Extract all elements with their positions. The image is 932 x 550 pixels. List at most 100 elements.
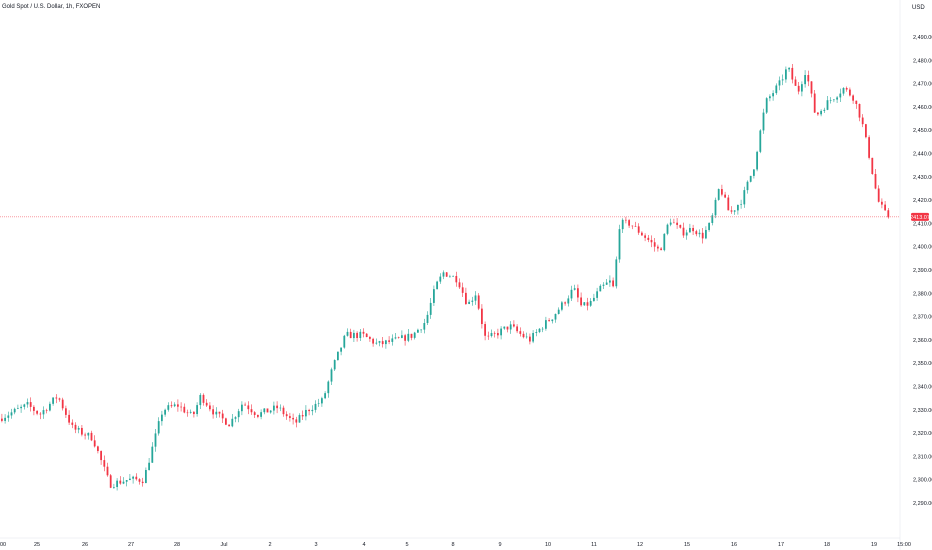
- candle-body: [397, 337, 400, 338]
- candle-body: [132, 476, 134, 479]
- candle-body: [839, 93, 842, 98]
- candle-body: [84, 434, 86, 436]
- candle-body: [564, 302, 566, 304]
- candle-body: [173, 404, 176, 407]
- candle-body: [669, 222, 672, 225]
- price-tick-label: 2,420.00: [913, 198, 932, 204]
- candle-body: [474, 295, 477, 301]
- candle-body: [343, 335, 346, 348]
- candle-body: [737, 205, 739, 211]
- candle-body: [202, 394, 205, 403]
- price-tick-label: 2,310.00: [913, 454, 932, 460]
- candle-body: [225, 418, 227, 425]
- candle-body: [685, 232, 688, 236]
- candle-body: [180, 406, 182, 408]
- price-tick-label: 2,490.00: [913, 35, 932, 41]
- candle-body: [852, 95, 854, 101]
- candle-body: [417, 329, 419, 333]
- candle-body: [407, 333, 410, 341]
- candle-body: [762, 112, 765, 131]
- candle-body: [74, 424, 77, 430]
- time-tick-label: 26: [82, 542, 88, 548]
- candle-body: [436, 281, 438, 290]
- current-price-tag: 2413.07: [910, 212, 930, 221]
- time-axis[interactable]: 00 25 26 27 28 Jul 2 3 4 5 8 9 10 11 12 15 16 17 18 19 15:00: [0, 542, 911, 548]
- time-tick-label: 12: [637, 542, 643, 548]
- candle-body: [55, 397, 58, 399]
- candle-body: [529, 336, 531, 342]
- candle-body: [817, 112, 819, 115]
- candle-body: [596, 291, 598, 298]
- candle-body: [689, 227, 691, 233]
- candle-body: [481, 308, 483, 325]
- candle-body: [205, 402, 208, 406]
- candle-body: [93, 440, 96, 447]
- candle-body: [103, 460, 106, 467]
- candle-body: [362, 331, 365, 334]
- candle-body: [314, 403, 317, 410]
- candle-body: [858, 103, 861, 118]
- candle-body: [257, 414, 259, 417]
- candle-body: [717, 189, 720, 200]
- candle-body: [749, 175, 752, 182]
- time-tick-label: 3: [314, 542, 317, 548]
- time-tick-label: 11: [591, 542, 597, 548]
- candle-body: [349, 331, 352, 339]
- candle-body: [301, 415, 304, 417]
- candle-body: [20, 406, 22, 409]
- candle-body: [513, 324, 515, 327]
- candle-body: [365, 333, 368, 337]
- candle-body: [129, 478, 131, 481]
- candle-body: [183, 406, 186, 413]
- candle-body: [289, 416, 291, 418]
- price-tick-label: 2,300.00: [913, 478, 932, 484]
- candle-body: [282, 407, 285, 415]
- candle-body: [727, 197, 730, 211]
- candle-body: [327, 381, 330, 394]
- candle-body: [679, 224, 682, 228]
- candle-body: [106, 466, 109, 476]
- candle-body: [865, 124, 867, 138]
- candle-body: [871, 157, 874, 175]
- candle-body: [602, 284, 605, 286]
- candle-body: [807, 75, 810, 82]
- candle-body: [535, 332, 538, 333]
- price-tick-label: 2,390.00: [913, 268, 932, 274]
- candle-body: [634, 226, 637, 227]
- candle-body: [221, 413, 224, 419]
- candle-body: [468, 301, 470, 304]
- candle-body: [148, 462, 150, 471]
- candle-body: [577, 288, 579, 298]
- time-tick-label: 18: [824, 542, 830, 548]
- candle-body: [538, 328, 541, 333]
- time-tick-label: 9: [498, 542, 501, 548]
- candle-body: [273, 405, 275, 411]
- candle-body: [4, 417, 6, 421]
- price-axis[interactable]: 2,290.00 2,300.00 2,310.00 2,320.00 2,330.00…: [913, 35, 932, 507]
- candle-body: [756, 151, 758, 170]
- candle-body: [439, 276, 442, 282]
- candle-body: [433, 289, 435, 303]
- candle-body: [721, 189, 723, 195]
- candle-body: [228, 424, 230, 427]
- candle-body: [788, 67, 790, 70]
- candle-body: [826, 100, 829, 110]
- candle-body: [109, 475, 112, 488]
- candle-body: [295, 419, 298, 423]
- candle-body: [490, 333, 493, 337]
- candle-body: [618, 229, 621, 260]
- candle-body: [487, 335, 490, 337]
- candle-body: [769, 96, 771, 99]
- candle-body: [381, 341, 384, 345]
- candle-body: [714, 199, 717, 216]
- price-tick-label: 2,290.00: [913, 501, 932, 507]
- candle-body: [77, 427, 80, 430]
- candle-body: [177, 404, 179, 407]
- price-tick-label: 2,440.00: [913, 152, 932, 158]
- candle-body: [42, 410, 45, 415]
- candle-body: [532, 332, 534, 342]
- candle-body: [836, 97, 838, 100]
- candle-body: [138, 479, 141, 482]
- candle-body: [461, 287, 464, 293]
